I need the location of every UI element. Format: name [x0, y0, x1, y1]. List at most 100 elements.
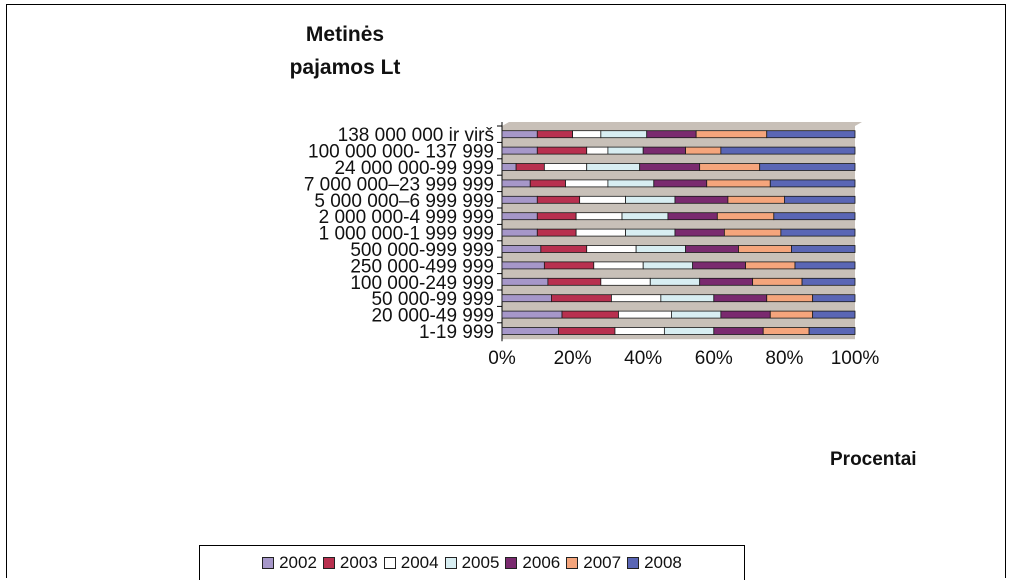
bar-segment-20-000-49-999-2008 — [812, 310, 856, 319]
plot-top-face — [502, 122, 862, 126]
bar-segment-100-000-000-137-999-2006 — [642, 146, 686, 155]
bar-segment-24-000-000-99-999-2007 — [699, 163, 761, 171]
bar-segment-100-000-000-137-999-2007 — [685, 146, 722, 155]
bar-segment-1-000-000-1-999-999-2006 — [674, 228, 725, 237]
legend-label: 2005 — [461, 553, 500, 572]
bar-segment-7-000-000-23-999-999-2002 — [501, 179, 531, 188]
y-tick-label: 2 000 000-4 999 999 — [319, 207, 494, 228]
bar-segment-2-000-000-4-999-999-2004 — [575, 212, 623, 221]
bar-segment-1-19-999-2007 — [762, 327, 810, 335]
bar-segment-5-000-000-6-999-999-2007 — [727, 195, 785, 204]
bar-segment-24-000-000-99-999-2005 — [586, 163, 641, 171]
bar-segment-250-000-499-999-2006 — [692, 261, 746, 270]
bar-segment-7-000-000-23-999-999-2007 — [706, 179, 771, 188]
x-tick-label: 100% — [831, 348, 880, 369]
bar-segment-2-000-000-4-999-999-2003 — [536, 212, 577, 221]
x-axis-title: Procentai — [830, 449, 917, 470]
bar-segment-250-000-499-999-2008 — [794, 261, 856, 270]
legend-label: 2004 — [400, 553, 439, 572]
y-tick-label: 50 000-99 999 — [371, 289, 494, 310]
bar-segment-1-000-000-1-999-999-2002 — [501, 228, 538, 237]
bar-segment-500-000-999-999-2006 — [685, 245, 739, 253]
bar-segment-7-000-000-23-999-999-2008 — [769, 179, 856, 188]
legend-item-2008: 2008 — [627, 553, 682, 573]
bar-segment-24-000-000-99-999-2008 — [759, 163, 856, 171]
legend-swatch — [383, 557, 396, 569]
bar-segment-250-000-499-999-2005 — [642, 261, 694, 270]
bar-segment-138-000-000-ir-vir--2007 — [695, 130, 768, 139]
bar-segment-20-000-49-999-2005 — [671, 310, 722, 319]
bar-segment-100-000-249-999-2002 — [501, 277, 549, 286]
bar-segment-100-000-249-999-2003 — [547, 277, 602, 286]
legend-label: 2006 — [522, 553, 561, 572]
legend-swatch — [262, 557, 275, 569]
bar-segment-5-000-000-6-999-999-2004 — [579, 195, 626, 204]
bar-segment-500-000-999-999-2004 — [586, 245, 637, 253]
bar-segment-24-000-000-99-999-2006 — [639, 163, 701, 171]
bar-segment-100-000-000-137-999-2003 — [536, 146, 588, 155]
bar-segment-1-000-000-1-999-999-2003 — [536, 228, 577, 237]
bar-segment-250-000-499-999-2004 — [593, 261, 644, 270]
legend-label: 2007 — [583, 553, 622, 572]
y-tick-label: 500 000-999 999 — [350, 240, 494, 261]
bar-segment-5-000-000-6-999-999-2003 — [536, 195, 581, 204]
bar-segment-20-000-49-999-2007 — [769, 310, 814, 319]
x-tick-label: 80% — [765, 348, 803, 369]
bar-segment-20-000-49-999-2004 — [618, 310, 672, 319]
bar-segment-138-000-000-ir-vir--2004 — [572, 130, 602, 139]
bar-segment-100-000-249-999-2008 — [801, 277, 856, 286]
bar-segment-1-19-999-2003 — [558, 327, 616, 335]
bar-segment-1-000-000-1-999-999-2004 — [575, 228, 626, 237]
bar-segment-50-000-99-999-2008 — [812, 294, 856, 303]
legend-swatch — [444, 557, 457, 569]
bar-segment-100-000-249-999-2005 — [649, 277, 701, 286]
bar-segment-100-000-000-137-999-2002 — [501, 146, 538, 155]
bar-segment-250-000-499-999-2002 — [501, 261, 545, 270]
legend-label: 2003 — [339, 553, 378, 572]
bar-segment-138-000-000-ir-vir--2002 — [501, 130, 538, 139]
bar-segment-20-000-49-999-2006 — [720, 310, 771, 319]
legend-item-2005: 2005 — [444, 553, 500, 573]
bar-segment-20-000-49-999-2003 — [561, 310, 619, 319]
bar-segment-7-000-000-23-999-999-2004 — [565, 179, 609, 188]
bar-segment-7-000-000-23-999-999-2006 — [653, 179, 708, 188]
y-tick-label: 1 000 000-1 999 999 — [319, 224, 494, 245]
bar-segment-50-000-99-999-2006 — [713, 294, 768, 303]
y-tick-label: 20 000-49 999 — [371, 306, 494, 327]
x-tick-label: 20% — [554, 348, 592, 369]
bar-segment-500-000-999-999-2007 — [738, 245, 792, 253]
bar-segment-250-000-499-999-2003 — [543, 261, 595, 270]
bar-segment-24-000-000-99-999-2003 — [515, 163, 545, 171]
bar-segment-1-000-000-1-999-999-2005 — [625, 228, 676, 237]
y-tick-label: 5 000 000–6 999 999 — [314, 191, 494, 212]
bar-segment-1-19-999-2004 — [614, 327, 665, 335]
bar-segment-500-000-999-999-2008 — [791, 245, 856, 253]
y-tick-label: 138 000 000 ir virš — [338, 125, 494, 146]
bar-segment-7-000-000-23-999-999-2005 — [607, 179, 655, 188]
bar-segment-100-000-000-137-999-2008 — [720, 146, 856, 155]
bar-segment-24-000-000-99-999-2002 — [501, 163, 517, 171]
bars — [501, 130, 856, 335]
y-tick-label: 1-19 999 — [419, 322, 494, 343]
x-tick-label: 0% — [488, 348, 516, 369]
bar-segment-2-000-000-4-999-999-2008 — [773, 212, 856, 221]
bar-segment-138-000-000-ir-vir--2005 — [600, 130, 648, 139]
bar-segment-50-000-99-999-2002 — [501, 294, 552, 303]
bar-segment-138-000-000-ir-vir--2003 — [536, 130, 573, 139]
x-tick-labels: 0% 20% 40% 60% 80% 100% — [488, 348, 879, 369]
y-tick-label: 7 000 000–23 999 999 — [304, 174, 494, 195]
bar-segment-100-000-000-137-999-2004 — [586, 146, 609, 155]
bar-segment-50-000-99-999-2003 — [551, 294, 612, 303]
bar-segment-500-000-999-999-2005 — [635, 245, 686, 253]
bar-segment-2-000-000-4-999-999-2005 — [621, 212, 669, 221]
bar-segment-5-000-000-6-999-999-2006 — [674, 195, 729, 204]
y-tick-label: 250 000-499 999 — [350, 256, 494, 277]
bar-segment-5-000-000-6-999-999-2008 — [784, 195, 856, 204]
chart-frame — [6, 4, 1006, 578]
bar-segment-1-000-000-1-999-999-2007 — [723, 228, 782, 237]
bar-segment-5-000-000-6-999-999-2002 — [501, 195, 538, 204]
bar-segment-1-19-999-2006 — [713, 327, 764, 335]
bar-segment-7-000-000-23-999-999-2003 — [529, 179, 566, 188]
